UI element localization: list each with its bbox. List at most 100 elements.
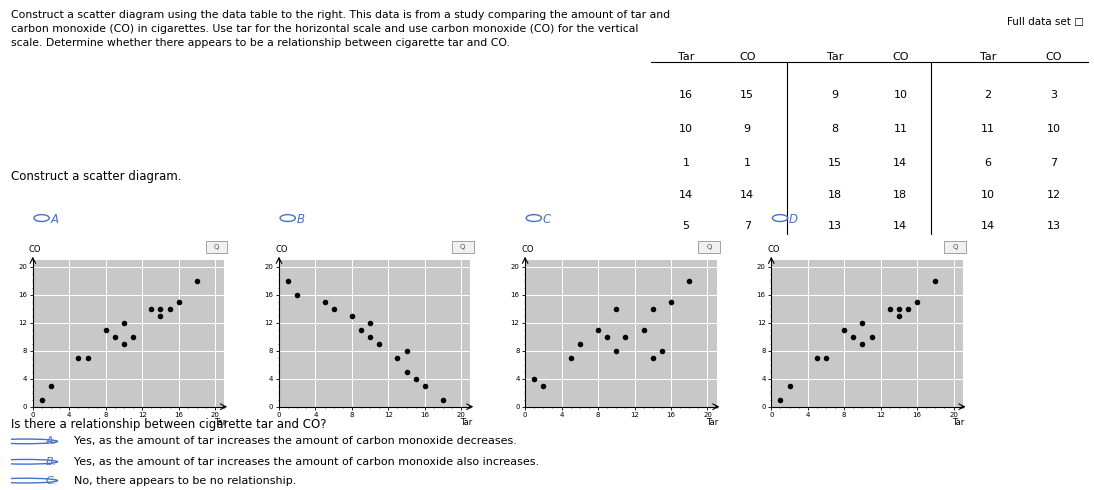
Point: [289, 291, 306, 298]
Text: C.: C.: [46, 476, 57, 486]
Text: 14: 14: [894, 221, 907, 231]
Point: [416, 382, 433, 390]
Text: Full data set □: Full data set □: [1008, 17, 1084, 26]
Point: [845, 333, 862, 341]
Point: [881, 305, 898, 313]
FancyBboxPatch shape: [452, 241, 474, 253]
Point: [170, 298, 187, 306]
Text: Q: Q: [707, 244, 711, 250]
Point: [361, 319, 379, 327]
Text: 2: 2: [985, 91, 991, 100]
Point: [853, 319, 871, 327]
Point: [325, 305, 342, 313]
Point: [125, 333, 142, 341]
Text: Tar: Tar: [461, 418, 473, 427]
Text: Q: Q: [214, 244, 219, 250]
Point: [571, 340, 589, 347]
Point: [836, 326, 853, 334]
Point: [152, 312, 170, 319]
Text: Tar: Tar: [678, 51, 694, 62]
Point: [398, 347, 416, 355]
Text: Yes, as the amount of tar increases the amount of carbon monoxide also increases: Yes, as the amount of tar increases the …: [73, 457, 539, 467]
Text: B.: B.: [46, 457, 57, 467]
Point: [607, 347, 625, 355]
Text: 9: 9: [744, 124, 750, 134]
Text: 10: 10: [894, 91, 907, 100]
Point: [607, 305, 625, 313]
Text: Tar: Tar: [953, 418, 965, 427]
Point: [407, 375, 424, 383]
Text: Is there a relationship between cigarette tar and CO?: Is there a relationship between cigarett…: [11, 418, 326, 431]
Point: [344, 312, 361, 319]
Point: [771, 396, 789, 404]
Text: 15: 15: [828, 158, 841, 168]
Text: Q: Q: [461, 244, 465, 250]
Point: [899, 305, 917, 313]
Point: [97, 326, 115, 334]
Text: 3: 3: [1050, 91, 1057, 100]
FancyBboxPatch shape: [944, 241, 966, 253]
Text: 10: 10: [981, 190, 994, 199]
Text: 7: 7: [1050, 158, 1057, 168]
Text: 5: 5: [683, 221, 689, 231]
Text: D: D: [789, 213, 798, 226]
Text: Tar: Tar: [214, 418, 226, 427]
Point: [927, 277, 944, 285]
Text: CO: CO: [28, 245, 42, 254]
Text: B: B: [296, 213, 304, 226]
Point: [891, 312, 908, 319]
Text: 1: 1: [683, 158, 689, 168]
Text: 13: 13: [1047, 221, 1060, 231]
Point: [908, 298, 926, 306]
Point: [662, 298, 679, 306]
Point: [434, 396, 452, 404]
Point: [781, 382, 799, 390]
Text: CO: CO: [276, 245, 288, 254]
Text: 7: 7: [744, 221, 750, 231]
Point: [115, 340, 132, 347]
Point: [535, 382, 552, 390]
Point: [891, 305, 908, 313]
Point: [188, 277, 206, 285]
Text: Q: Q: [953, 244, 957, 250]
Point: [371, 340, 388, 347]
Point: [562, 354, 580, 362]
Text: 13: 13: [828, 221, 841, 231]
Point: [617, 333, 635, 341]
Text: A.: A.: [46, 437, 57, 446]
Text: 10: 10: [1047, 124, 1060, 134]
Point: [598, 333, 616, 341]
Point: [161, 305, 178, 313]
Point: [70, 354, 88, 362]
Point: [106, 333, 124, 341]
Point: [635, 326, 652, 334]
Point: [43, 382, 60, 390]
Point: [653, 347, 671, 355]
Text: 14: 14: [741, 190, 754, 199]
Text: CO: CO: [768, 245, 780, 254]
Point: [817, 354, 835, 362]
Point: [680, 277, 698, 285]
Text: 18: 18: [894, 190, 907, 199]
Point: [644, 305, 662, 313]
FancyBboxPatch shape: [698, 241, 720, 253]
Text: 18: 18: [828, 190, 841, 199]
Point: [808, 354, 826, 362]
Text: 9: 9: [831, 91, 838, 100]
Text: 8: 8: [831, 124, 838, 134]
Text: 14: 14: [981, 221, 994, 231]
Text: CO: CO: [738, 51, 756, 62]
Text: CO: CO: [1045, 51, 1062, 62]
Text: Tar: Tar: [707, 418, 719, 427]
Text: Tar: Tar: [980, 51, 996, 62]
Point: [863, 333, 881, 341]
Text: No, there appears to be no relationship.: No, there appears to be no relationship.: [73, 476, 296, 486]
Text: 10: 10: [679, 124, 693, 134]
Text: 15: 15: [741, 91, 754, 100]
Text: 1: 1: [744, 158, 750, 168]
FancyBboxPatch shape: [206, 241, 228, 253]
Text: 11: 11: [981, 124, 994, 134]
Text: Construct a scatter diagram using the data table to the right. This data is from: Construct a scatter diagram using the da…: [11, 10, 670, 48]
Point: [279, 277, 296, 285]
Text: C: C: [543, 213, 551, 226]
